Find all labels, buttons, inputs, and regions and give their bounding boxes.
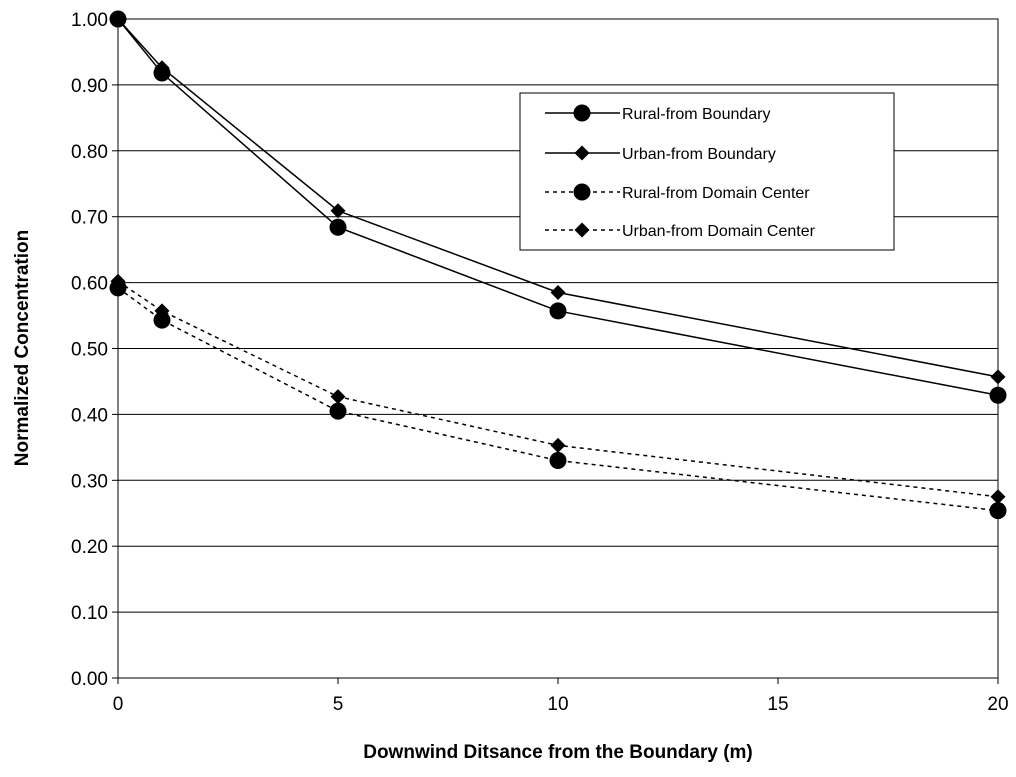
data-point-circle: [989, 386, 1007, 404]
legend: Rural-from Boundary Urban-from Boundary Ru…: [519, 92, 895, 251]
data-point-diamond: [550, 284, 566, 300]
series-markers: [109, 10, 1007, 520]
y-tick-label: 0.60: [71, 274, 108, 295]
legend-label: Urban-from Boundary: [622, 146, 776, 163]
y-axis: 0.00 0.10 0.20 0.30 0.40 0.50 0.60 0.70 0.80 0.90…: [71, 10, 118, 690]
x-tick-label: 20: [987, 694, 1008, 715]
legend-label: Rural-from Domain Center: [622, 185, 810, 202]
y-tick-label: 1.00: [71, 10, 108, 31]
data-point-diamond: [550, 437, 566, 453]
y-tick-label: 0.30: [71, 471, 108, 492]
legend-swatch-marker: [574, 222, 590, 238]
x-axis-title: Downwind Ditsance from the Boundary (m): [363, 742, 753, 763]
y-tick-label: 0.40: [71, 405, 108, 426]
data-point-circle: [153, 311, 171, 329]
legend-swatch-marker: [573, 183, 591, 201]
x-axis: 0 5 10 15 20: [113, 678, 1009, 715]
x-tick-label: 5: [333, 694, 344, 715]
data-point-diamond: [990, 489, 1006, 505]
data-point-diamond: [154, 303, 170, 319]
x-tick-label: 10: [547, 694, 568, 715]
y-tick-label: 0.90: [71, 76, 108, 97]
data-point-diamond: [110, 11, 126, 27]
data-point-diamond: [110, 273, 126, 289]
legend-label: Rural-from Boundary: [622, 106, 771, 123]
gridlines: [118, 84, 998, 613]
y-tick-label: 0.10: [71, 603, 108, 624]
y-axis-title: Normalized Concentration: [12, 230, 33, 466]
data-point-diamond: [330, 389, 346, 405]
data-point-diamond: [990, 369, 1006, 385]
x-tick-label: 15: [767, 694, 788, 715]
x-tick-label: 0: [113, 694, 124, 715]
data-point-diamond: [154, 60, 170, 76]
data-point-circle: [329, 218, 347, 236]
series-line: [117, 287, 999, 512]
y-tick-label: 0.50: [71, 340, 108, 361]
legend-swatch-marker: [573, 104, 591, 122]
y-tick-label: 0.80: [71, 142, 108, 163]
y-tick-label: 0.70: [71, 208, 108, 229]
data-point-circle: [549, 452, 567, 470]
data-point-diamond: [330, 203, 346, 219]
legend-swatch-marker: [574, 145, 590, 161]
legend-label: Urban-from Domain Center: [622, 223, 816, 240]
data-point-circle: [549, 302, 567, 320]
data-point-circle: [989, 502, 1007, 520]
y-tick-label: 0.00: [71, 669, 108, 690]
y-tick-label: 0.20: [71, 537, 108, 558]
data-point-circle: [329, 402, 347, 420]
